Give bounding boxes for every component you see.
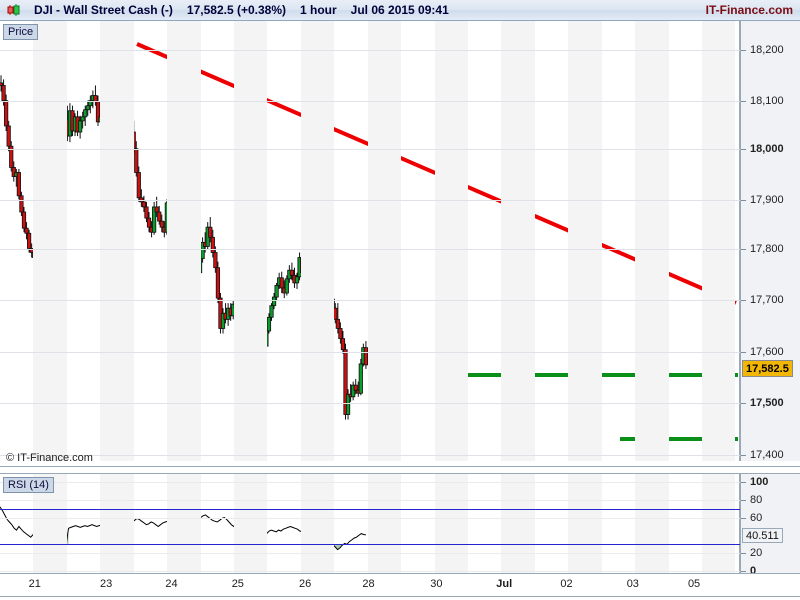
rsi-panel-tag[interactable]: RSI (14): [3, 477, 54, 493]
day-band: [568, 21, 602, 461]
timeframe-label: 1 hour: [300, 3, 337, 17]
title-bar: DJI - Wall Street Cash (-) 17,582.5 (+0.…: [0, 0, 800, 21]
day-band: [701, 474, 736, 573]
gridline: [0, 101, 740, 102]
day-band: [167, 474, 201, 573]
price-value-flag: 17,582.5: [742, 360, 793, 377]
gridline: [0, 352, 740, 353]
price-axis[interactable]: 18,200 18,100 18,000 17,900 17,800 17,700 17,6…: [740, 21, 800, 461]
rsi-axis-tick: [741, 571, 746, 572]
date-tick-label-8: 02: [560, 578, 573, 590]
rsi-tick-label-2: 60: [750, 512, 763, 524]
date-tick-label-7: Jul: [496, 578, 513, 590]
date-tick-label-5: 28: [362, 578, 375, 590]
day-band: [167, 21, 201, 461]
price-tick-label-4: 17,800: [750, 243, 784, 255]
bottom-border: [0, 596, 800, 597]
date-tick-label-9: 03: [626, 578, 639, 590]
gridline: [0, 300, 740, 301]
brand-label: IT-Finance.com: [705, 3, 793, 17]
day-band: [233, 474, 268, 573]
rsi-axis-tick: [741, 518, 746, 519]
date-tick-label-2: 24: [165, 578, 178, 590]
rsi-axis[interactable]: 100 80 60 20 0: [740, 474, 800, 577]
day-band: [367, 21, 402, 461]
rsi-tick-label-1: 80: [750, 494, 763, 506]
day-band: [501, 474, 535, 573]
price-tick-label-3: 17,900: [750, 194, 784, 206]
gridline: [0, 50, 740, 51]
rsi-gridline: [0, 482, 740, 483]
last-price: 17,582.5 (+0.38%): [186, 3, 286, 17]
price-chart-panel[interactable]: [0, 21, 740, 461]
axis-tick: [741, 300, 746, 301]
price-tick-label-8: 17,400: [750, 449, 784, 461]
day-band: [100, 21, 134, 461]
rsi-tick-label-3: 20: [750, 547, 763, 559]
instrument-name: DJI - Wall Street Cash (-): [34, 3, 173, 17]
rsi-gridline: [0, 571, 740, 572]
day-band: [568, 474, 602, 573]
rsi-axis-tick: [741, 553, 746, 554]
date-tick-label-1: 23: [100, 578, 113, 590]
panel-divider-bottom: [0, 473, 800, 474]
day-band: [434, 21, 468, 461]
day-band: [100, 474, 134, 573]
rsi-axis-tick: [741, 500, 746, 501]
date-tick-label-10: 05: [687, 578, 701, 590]
axis-tick: [741, 249, 746, 250]
gridline: [0, 200, 740, 201]
day-band: [635, 21, 669, 461]
rsi-chart-panel[interactable]: [0, 474, 740, 573]
axis-tick: [741, 455, 746, 456]
day-band: [635, 474, 669, 573]
rsi-band-70: [0, 508, 740, 510]
price-tick-label-6: 17,600: [750, 346, 784, 358]
gridline: [0, 149, 740, 150]
price-tick-label-5: 17,700: [750, 294, 784, 306]
axis-tick: [741, 200, 746, 201]
date-tick-label-6: 30: [430, 578, 443, 590]
day-band: [701, 21, 736, 461]
rsi-value-flag: 40.511: [742, 528, 783, 543]
watermark: © IT-Finance.com: [6, 452, 93, 464]
panel-divider-top: [0, 466, 800, 467]
price-tick-label-7: 17,500: [750, 397, 784, 409]
candlestick-icon: [6, 3, 20, 17]
axis-tick: [741, 50, 746, 51]
rsi-gridline: [0, 500, 740, 501]
axis-tick: [741, 101, 746, 102]
rsi-band-30: [0, 544, 740, 546]
price-tick-label-1: 18,100: [750, 95, 784, 107]
rsi-axis-tick: [741, 482, 746, 483]
day-band: [300, 21, 335, 461]
rsi-gridline: [0, 518, 740, 519]
day-band: [434, 474, 468, 573]
date-tick-label-4: 26: [299, 578, 312, 590]
day-band: [233, 21, 268, 461]
axis-tick: [741, 149, 746, 150]
gridline: [0, 455, 740, 456]
datetime-label: Jul 06 2015 09:41: [350, 3, 449, 17]
price-panel-tag[interactable]: Price: [3, 24, 39, 40]
day-band: [300, 474, 335, 573]
date-tick-label-3: 25: [231, 578, 244, 590]
price-tick-label-2: 18,000: [750, 143, 784, 155]
rsi-tick-label-4: 0: [750, 565, 757, 577]
axis-tick: [741, 352, 746, 353]
rsi-gridline: [0, 553, 740, 554]
day-band: [33, 21, 67, 461]
rsi-tick-label-0: 100: [750, 476, 769, 488]
price-tick-label-0: 18,200: [750, 44, 784, 56]
day-band: [501, 21, 535, 461]
day-band: [367, 474, 402, 573]
gridline: [0, 249, 740, 250]
date-tick-label-0: 21: [28, 578, 41, 590]
axis-tick: [741, 403, 746, 404]
xaxis-divider: [0, 573, 800, 574]
gridline: [0, 403, 740, 404]
